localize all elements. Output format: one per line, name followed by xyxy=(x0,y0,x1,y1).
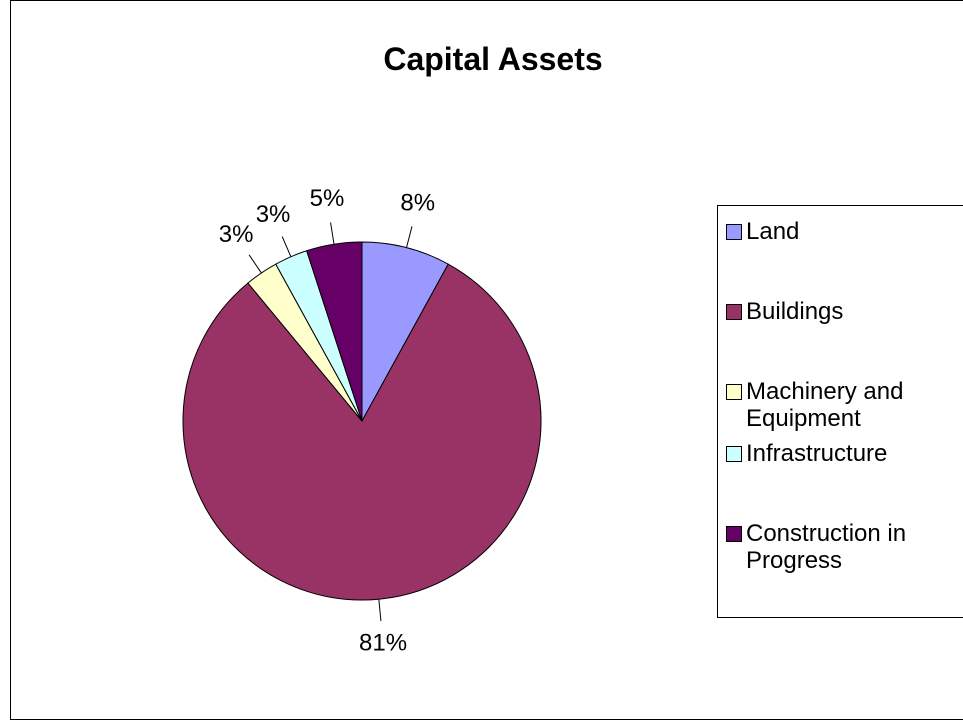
data-label: 3% xyxy=(219,221,254,248)
legend-label: Infrastructure xyxy=(746,440,888,467)
legend-swatch xyxy=(726,446,742,462)
legend-entry: Machinery and Equipment xyxy=(726,378,962,440)
legend-swatch xyxy=(726,384,742,400)
data-label: 81% xyxy=(359,629,407,656)
legend-label: Land xyxy=(746,218,800,245)
legend-swatch xyxy=(726,224,742,240)
legend-entry: Buildings xyxy=(726,298,962,378)
leader-line xyxy=(248,254,262,274)
legend-swatch xyxy=(726,526,742,542)
data-label: 3% xyxy=(256,201,291,228)
leader-line xyxy=(406,226,413,248)
legend-swatch xyxy=(726,304,742,320)
legend-entry: Land xyxy=(726,218,962,298)
leader-line xyxy=(378,599,382,622)
legend: Land Buildings Machinery and Equipment Infr… xyxy=(717,205,963,618)
data-label: 5% xyxy=(310,185,345,212)
legend-label: Construction in Progress xyxy=(746,520,907,574)
legend-label: Buildings xyxy=(746,298,844,325)
chart-title: Capital Assets xyxy=(383,41,602,77)
legend-label: Machinery and Equipment xyxy=(746,378,904,432)
data-label: 8% xyxy=(400,189,435,216)
leader-line xyxy=(281,236,292,257)
leader-line xyxy=(330,222,335,245)
pie-slice xyxy=(182,263,542,601)
legend-entry: Construction in Progress xyxy=(726,520,962,600)
pie-slice xyxy=(306,241,363,422)
legend-entry: Infrastructure xyxy=(726,440,962,520)
pie-slice xyxy=(361,241,449,422)
